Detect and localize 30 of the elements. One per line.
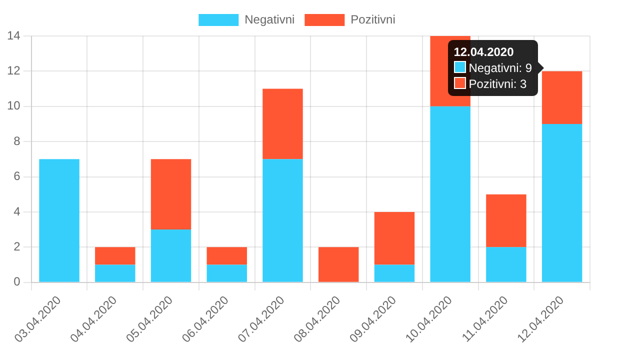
annotation: Pozitivni: 3 bbox=[468, 77, 527, 91]
bar bbox=[95, 264, 136, 282]
bar bbox=[542, 124, 582, 282]
y-tick-label: 14 bbox=[6, 28, 21, 42]
bar bbox=[39, 159, 80, 282]
bar bbox=[430, 106, 470, 282]
y-tick-label: 8 bbox=[14, 134, 21, 148]
y-tick-label: 2 bbox=[14, 239, 21, 254]
bar bbox=[486, 194, 526, 248]
y-tick-label: 0 bbox=[14, 274, 21, 289]
y-tick-label: 12 bbox=[6, 64, 21, 78]
annotation: 12.04.2020 bbox=[454, 44, 515, 60]
bar bbox=[262, 159, 303, 282]
bar bbox=[206, 264, 247, 282]
bar bbox=[374, 212, 415, 265]
bar bbox=[374, 264, 415, 282]
bar bbox=[318, 247, 359, 282]
y-tick-label: 4 bbox=[14, 204, 21, 218]
bar bbox=[542, 71, 582, 124]
bar bbox=[150, 159, 192, 230]
y-tick-label: 10 bbox=[6, 98, 21, 113]
bar bbox=[262, 88, 303, 160]
y-tick-label: 6 bbox=[14, 169, 21, 184]
bar bbox=[150, 230, 192, 282]
bar bbox=[486, 247, 526, 282]
annotation: Negativni: 9 bbox=[468, 61, 532, 75]
bar bbox=[95, 247, 136, 265]
legend-label: Pozitivni bbox=[350, 12, 396, 26]
bar bbox=[206, 247, 247, 265]
legend-label: Negativni bbox=[244, 12, 295, 26]
